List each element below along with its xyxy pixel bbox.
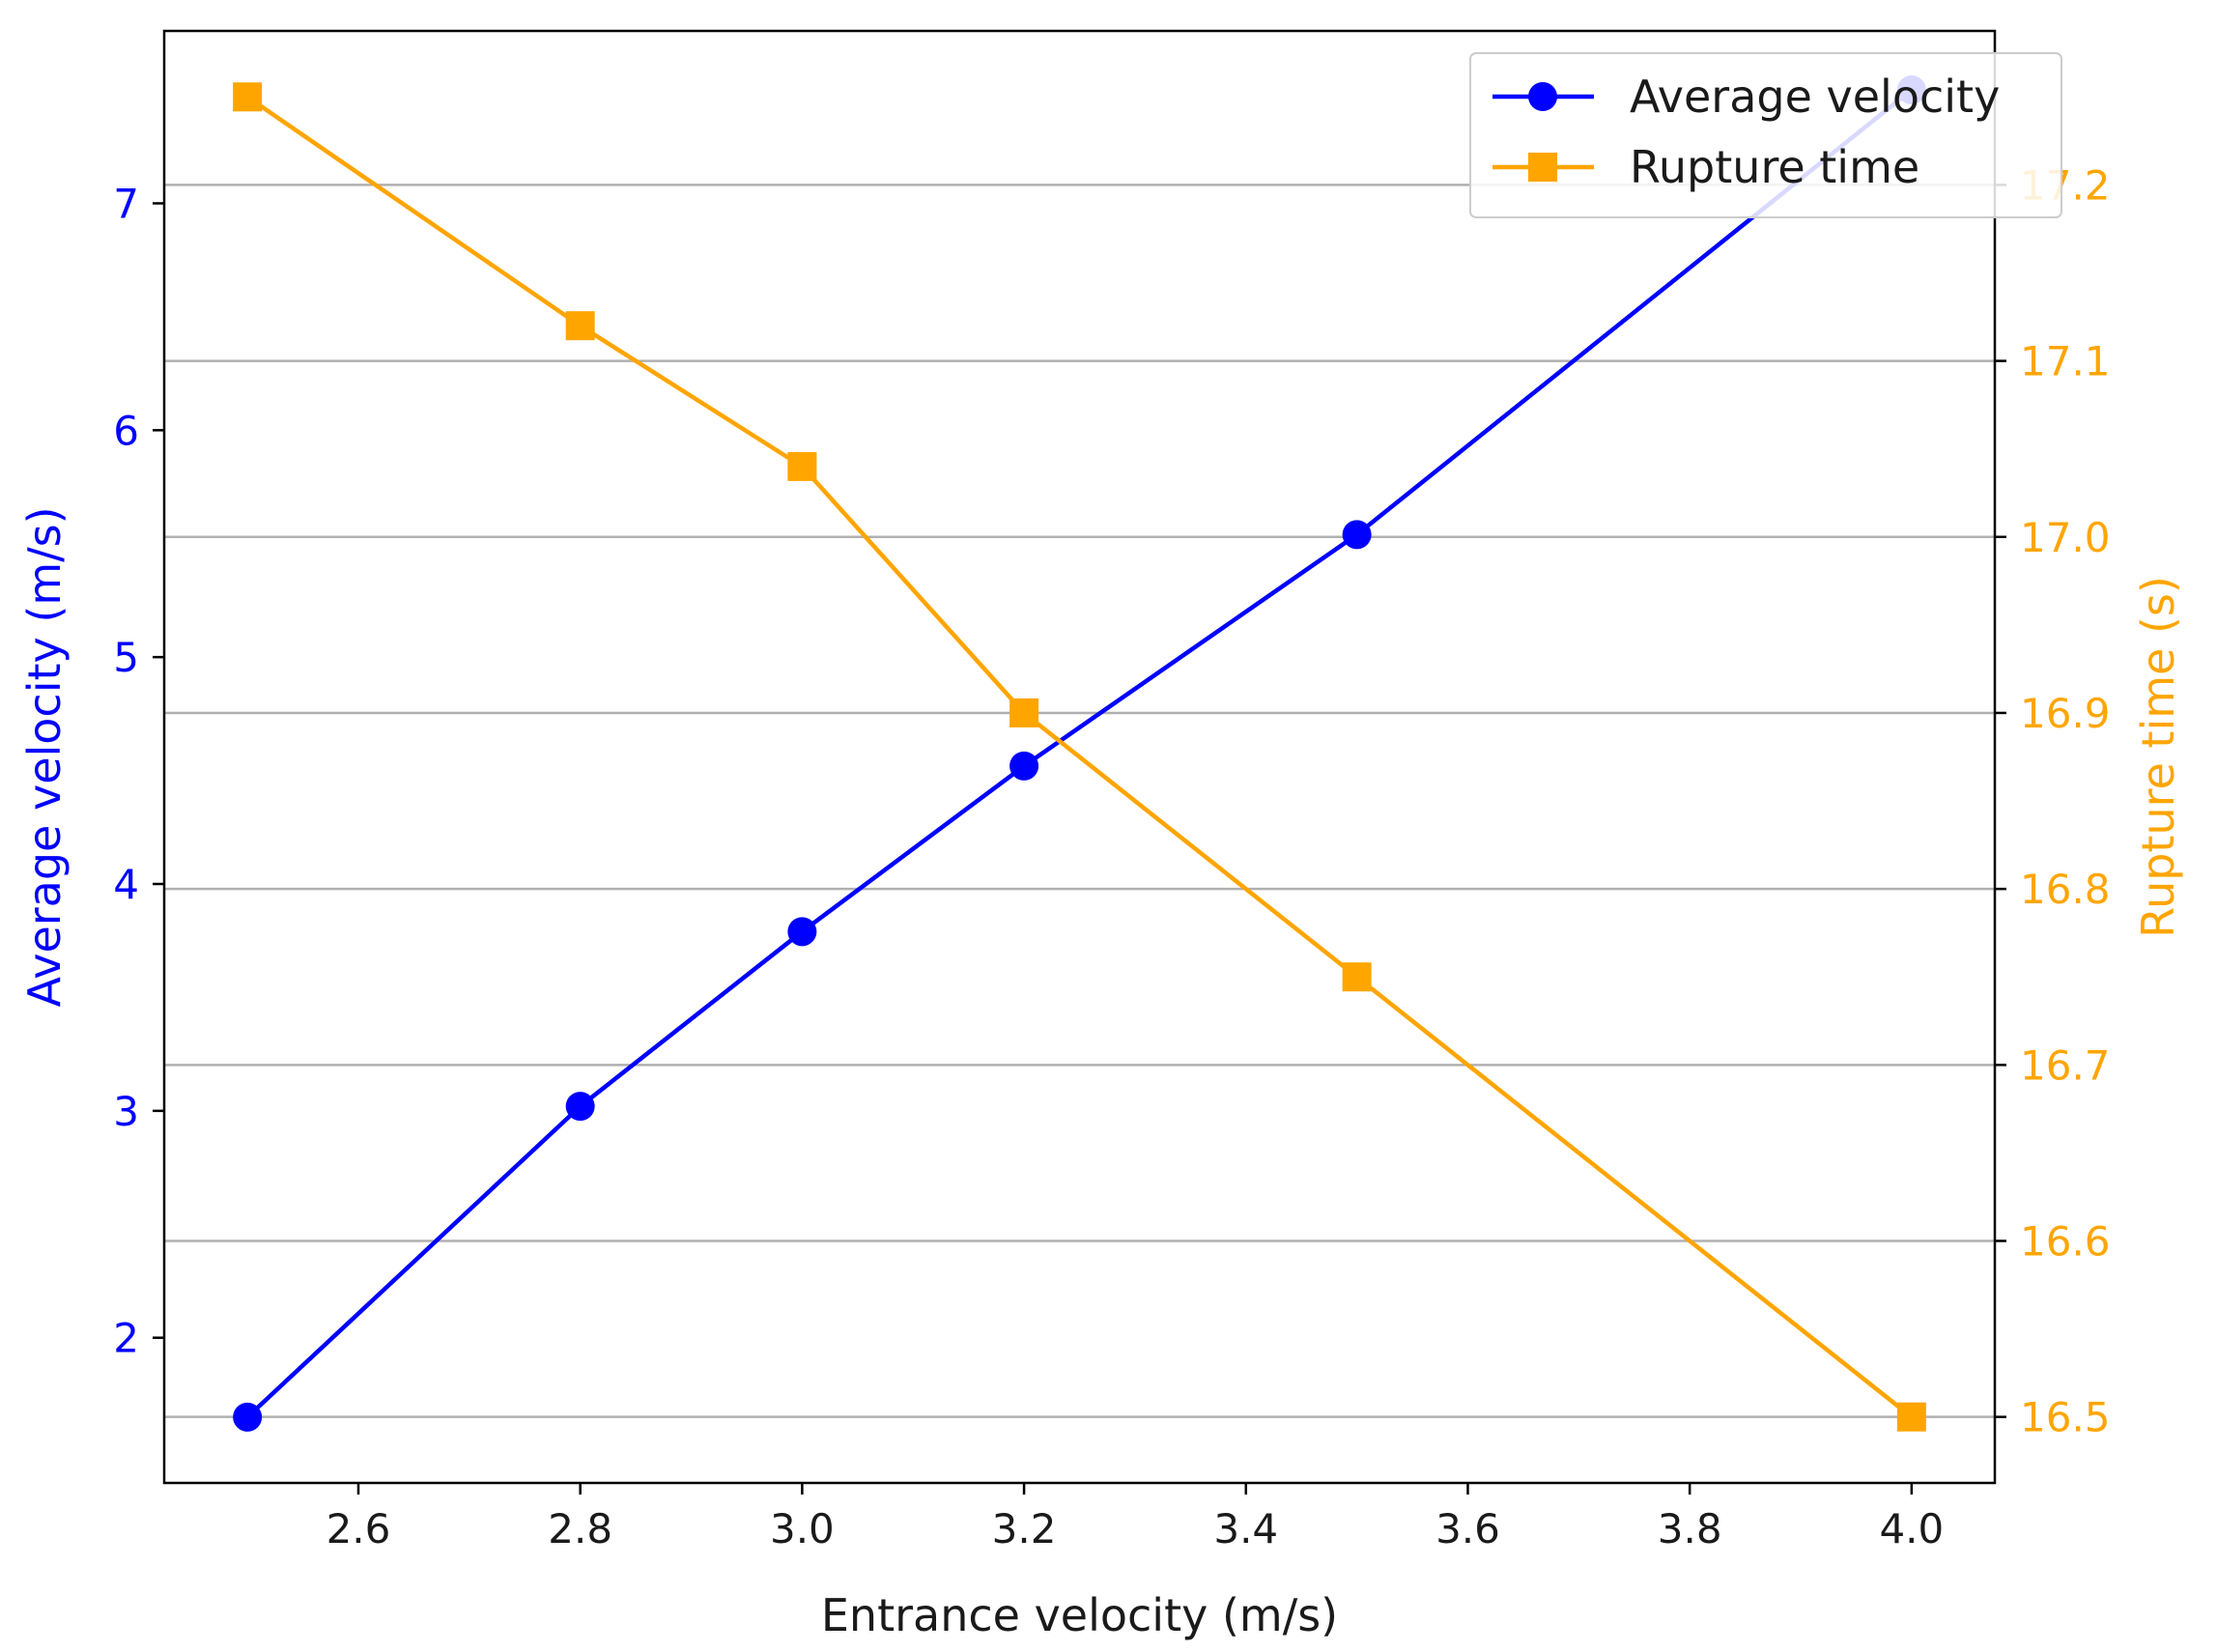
plot-frame: [162, 29, 1997, 1485]
legend-box: [1469, 52, 2062, 218]
y-axis-right: 16.516.616.716.816.917.017.117.2: [1995, 161, 2111, 1441]
y-left-tick-label-3: 5: [113, 634, 139, 681]
y-right-tick-label-0: 16.5: [2020, 1394, 2111, 1441]
point-rupture-time-0: [233, 82, 263, 112]
point-rupture-time-1: [565, 311, 595, 341]
y-axis-right-title: Rupture time (s): [2132, 576, 2184, 938]
y-left-tick-label-0: 2: [113, 1315, 139, 1362]
y-left-tick-label-5: 7: [113, 180, 139, 227]
x-axis-title: Entrance velocity (m/s): [821, 1589, 1338, 1641]
x-axis: 2.6 2.8 3.0 3.2 3.4 3.6 3.8 4.0: [327, 1483, 1944, 1552]
legend-label-rupture-time: Rupture time: [1630, 141, 1919, 193]
x-tick-label-7: 4.0: [1879, 1505, 1944, 1552]
legend-marker-rupture-time: [1528, 153, 1557, 182]
x-tick-label-0: 2.6: [327, 1505, 391, 1552]
grid-lines: [164, 184, 1995, 1418]
point-rupture-time-2: [787, 451, 817, 481]
x-tick-label-3: 3.2: [992, 1505, 1057, 1552]
y-right-tick-label-4: 16.9: [2020, 690, 2111, 737]
series-layer: [233, 75, 1926, 1432]
series-line-average-velocity: [245, 88, 1914, 1419]
y-right-tick-label-3: 16.8: [2020, 866, 2111, 913]
point-average-velocity-2: [787, 917, 817, 947]
legend-label-average-velocity: Average velocity: [1630, 71, 2000, 123]
point-average-velocity-4: [1342, 520, 1372, 550]
x-tick-label-2: 3.0: [770, 1505, 835, 1552]
series-line-rupture-time: [245, 95, 1914, 1419]
y-axis-left-title: Average velocity (m/s): [18, 506, 71, 1007]
point-average-velocity-1: [565, 1092, 595, 1122]
y-axis-left: 2 3 4 5 6 7: [113, 180, 164, 1362]
point-average-velocity-0: [233, 1402, 263, 1432]
y-right-tick-label-5: 17.0: [2020, 514, 2111, 561]
point-rupture-time-4: [1342, 962, 1372, 992]
x-tick-label-4: 3.4: [1213, 1505, 1278, 1552]
point-rupture-time-3: [1009, 698, 1039, 727]
legend-marker-average-velocity: [1528, 82, 1557, 111]
x-tick-label-6: 3.8: [1658, 1505, 1722, 1552]
y-right-tick-label-6: 17.1: [2020, 338, 2111, 385]
y-right-tick-label-2: 16.7: [2020, 1041, 2111, 1089]
point-rupture-time-5: [1896, 1402, 1926, 1432]
point-average-velocity-3: [1009, 751, 1039, 781]
legend: Average velocity Rupture time: [1469, 52, 2062, 218]
y-right-tick-label-1: 16.6: [2020, 1218, 2111, 1266]
y-left-tick-label-1: 3: [113, 1088, 139, 1135]
y-left-tick-label-4: 6: [113, 407, 139, 454]
x-tick-label-5: 3.6: [1435, 1505, 1500, 1552]
x-tick-label-1: 2.8: [548, 1505, 612, 1552]
y-left-tick-label-2: 4: [113, 861, 139, 908]
